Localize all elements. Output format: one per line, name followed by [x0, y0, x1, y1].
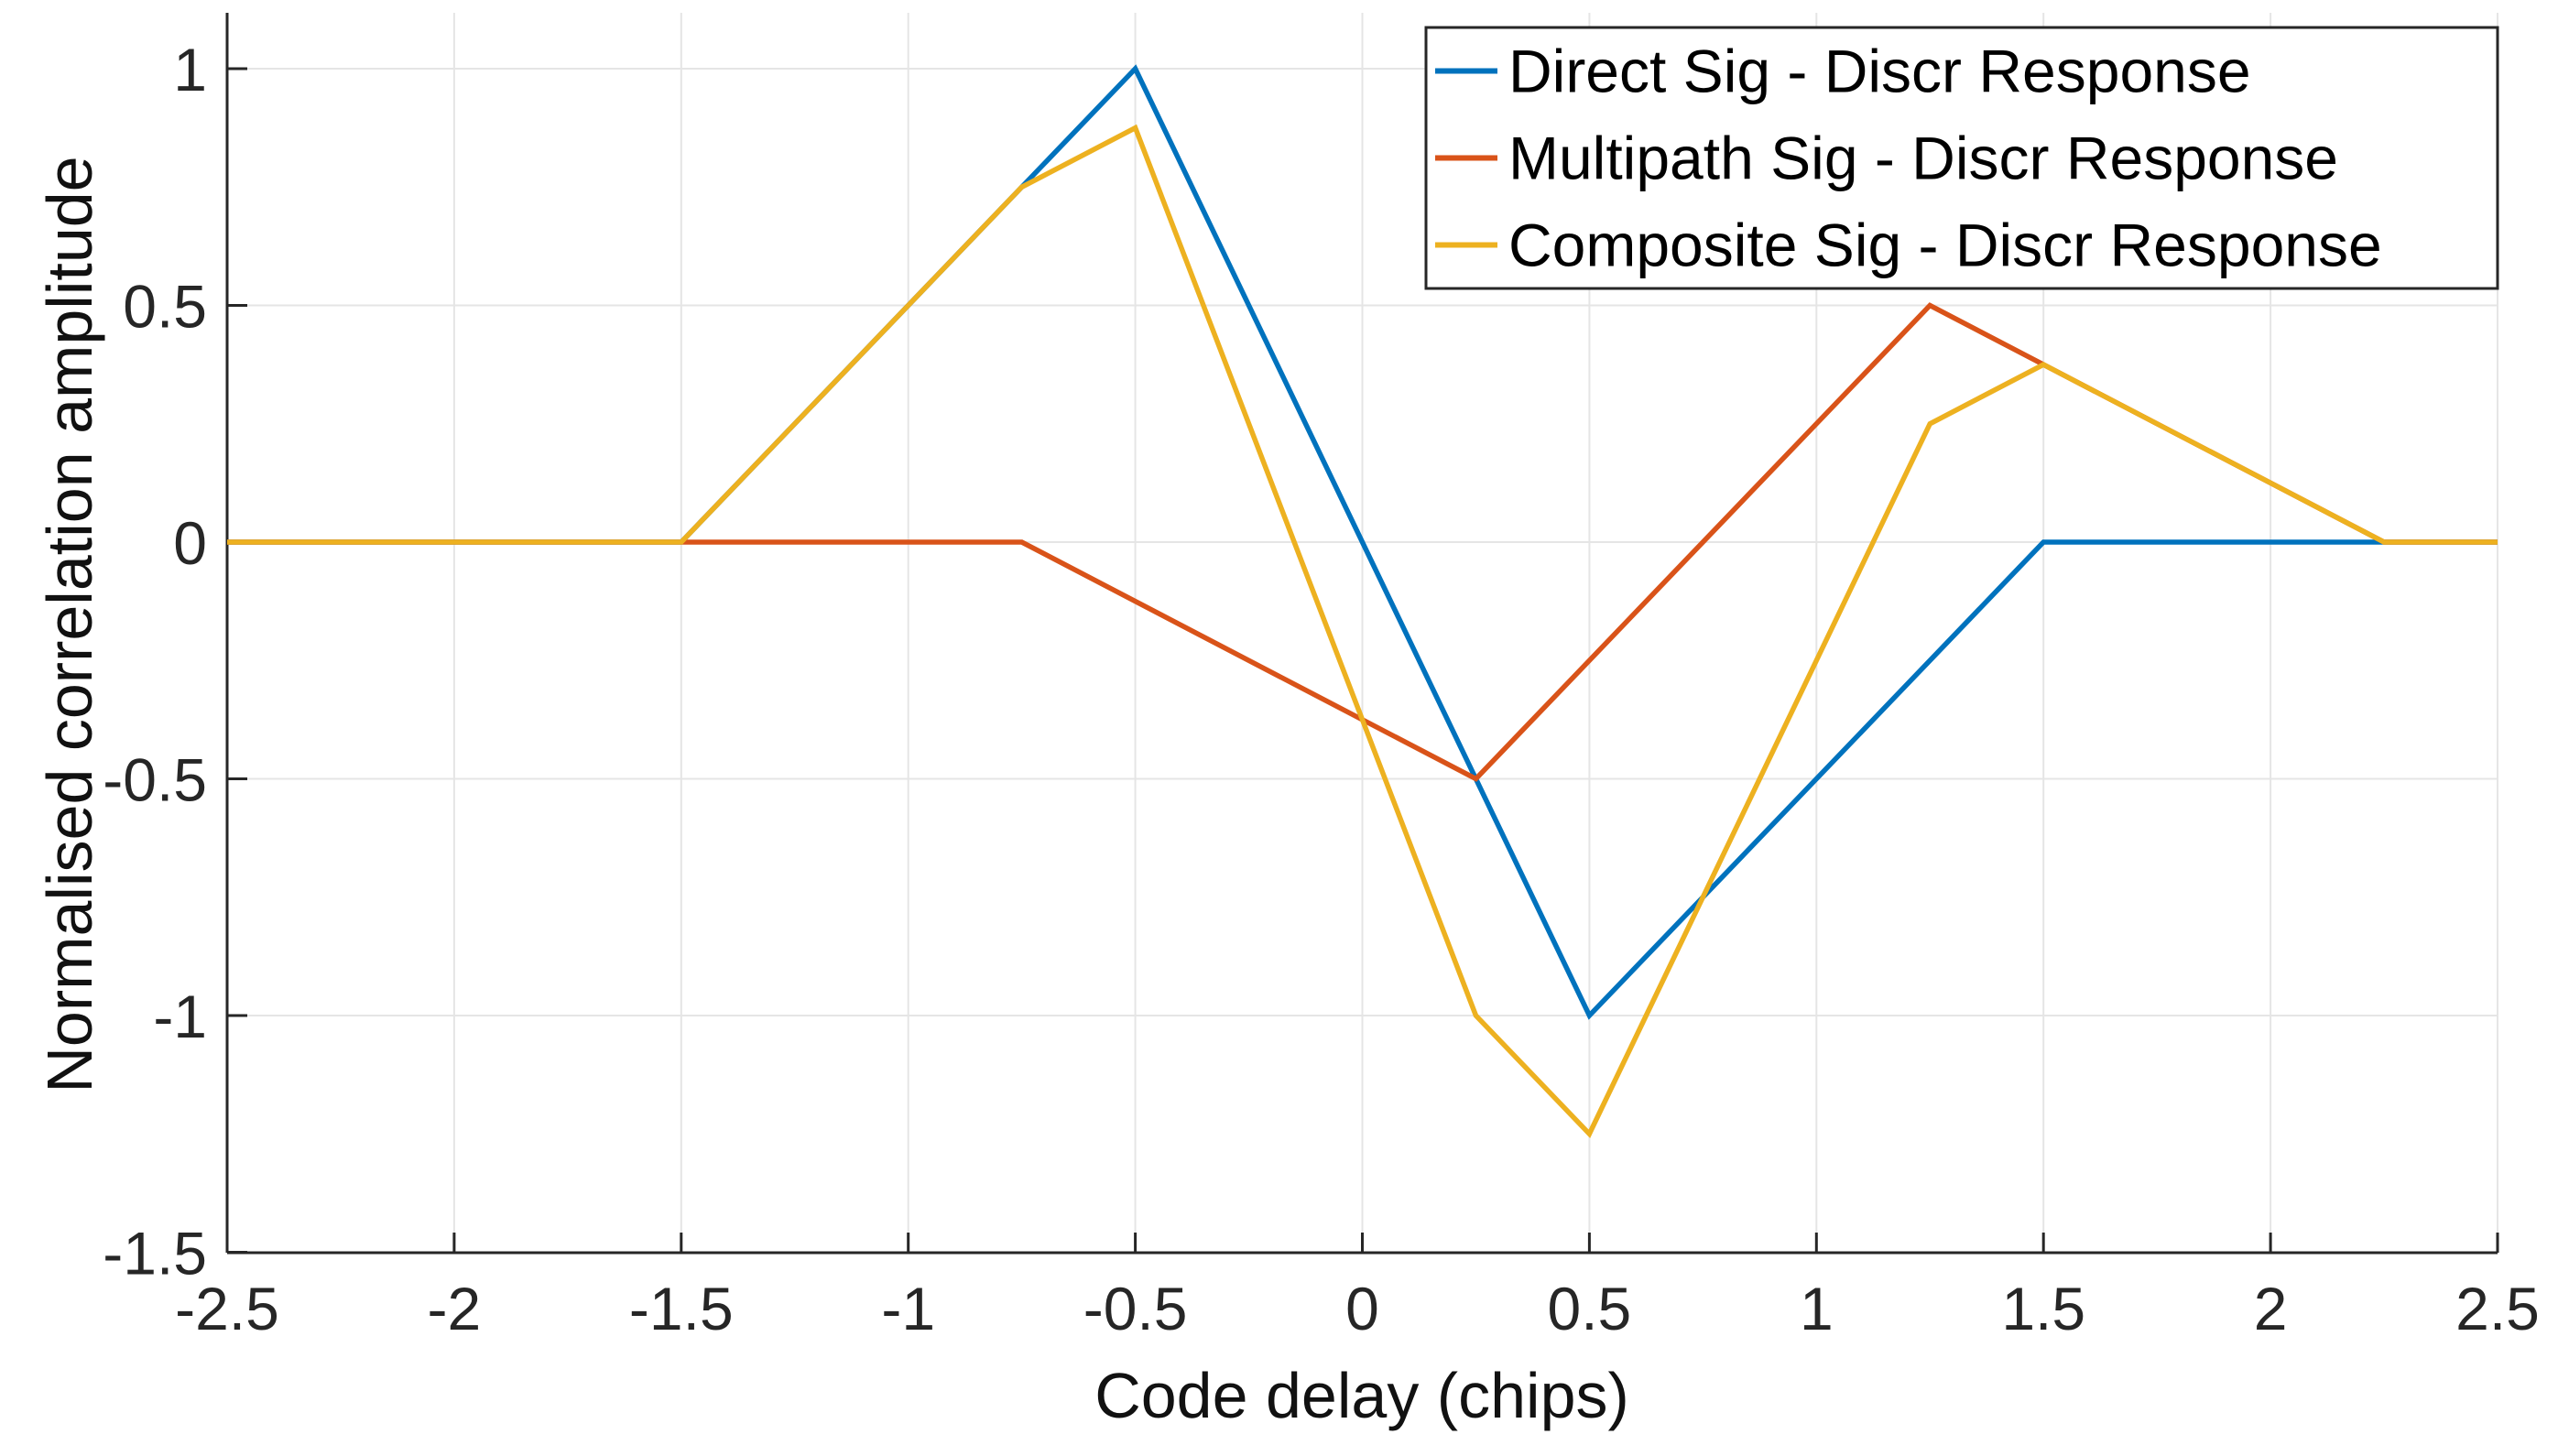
x-tick-label: 2: [2254, 1275, 2288, 1342]
series-lines: [227, 64, 2498, 1139]
y-tick-label: -1: [153, 983, 207, 1050]
y-tick-label: -1.5: [103, 1220, 207, 1288]
legend-box: [1424, 26, 2499, 290]
y-tick-label: 1: [173, 36, 207, 103]
legend: Direct Sig - Discr Response Multipath Sig…: [1424, 26, 2499, 290]
x-tick-label: -0.5: [1083, 1275, 1188, 1342]
axis-tick-labels: -2.5 -2 -1.5 -1 -0.5 0 0.5 1 1.5 2 2.5 -1.5 -1 -0.5 0 0…: [103, 36, 2540, 1342]
x-tick-label: -2: [428, 1275, 482, 1342]
x-tick-label: 0.5: [1548, 1275, 1632, 1342]
series-line-2: [227, 124, 2498, 1139]
legend-label-1: Multipath Sig - Discr Response: [1508, 125, 2338, 192]
x-tick-label: -1.5: [629, 1275, 734, 1342]
y-tick-label: 0.5: [123, 273, 207, 341]
x-tick-label: -2.5: [175, 1275, 279, 1342]
x-tick-label: 1.5: [2001, 1275, 2085, 1342]
x-axis-label: Code delay (chips): [1094, 1360, 1629, 1431]
legend-label-2: Composite Sig - Discr Response: [1508, 212, 2382, 279]
y-axis-label: Normalised correlation amplitude: [34, 156, 105, 1092]
x-tick-label: -1: [881, 1275, 935, 1342]
y-tick-label: -0.5: [103, 746, 207, 814]
x-tick-label: 0: [1345, 1275, 1379, 1342]
y-tick-label: 0: [173, 509, 207, 577]
legend-label-0: Direct Sig - Discr Response: [1508, 38, 2251, 105]
x-tick-label: 2.5: [2455, 1275, 2540, 1342]
x-tick-label: 1: [1800, 1275, 1834, 1342]
